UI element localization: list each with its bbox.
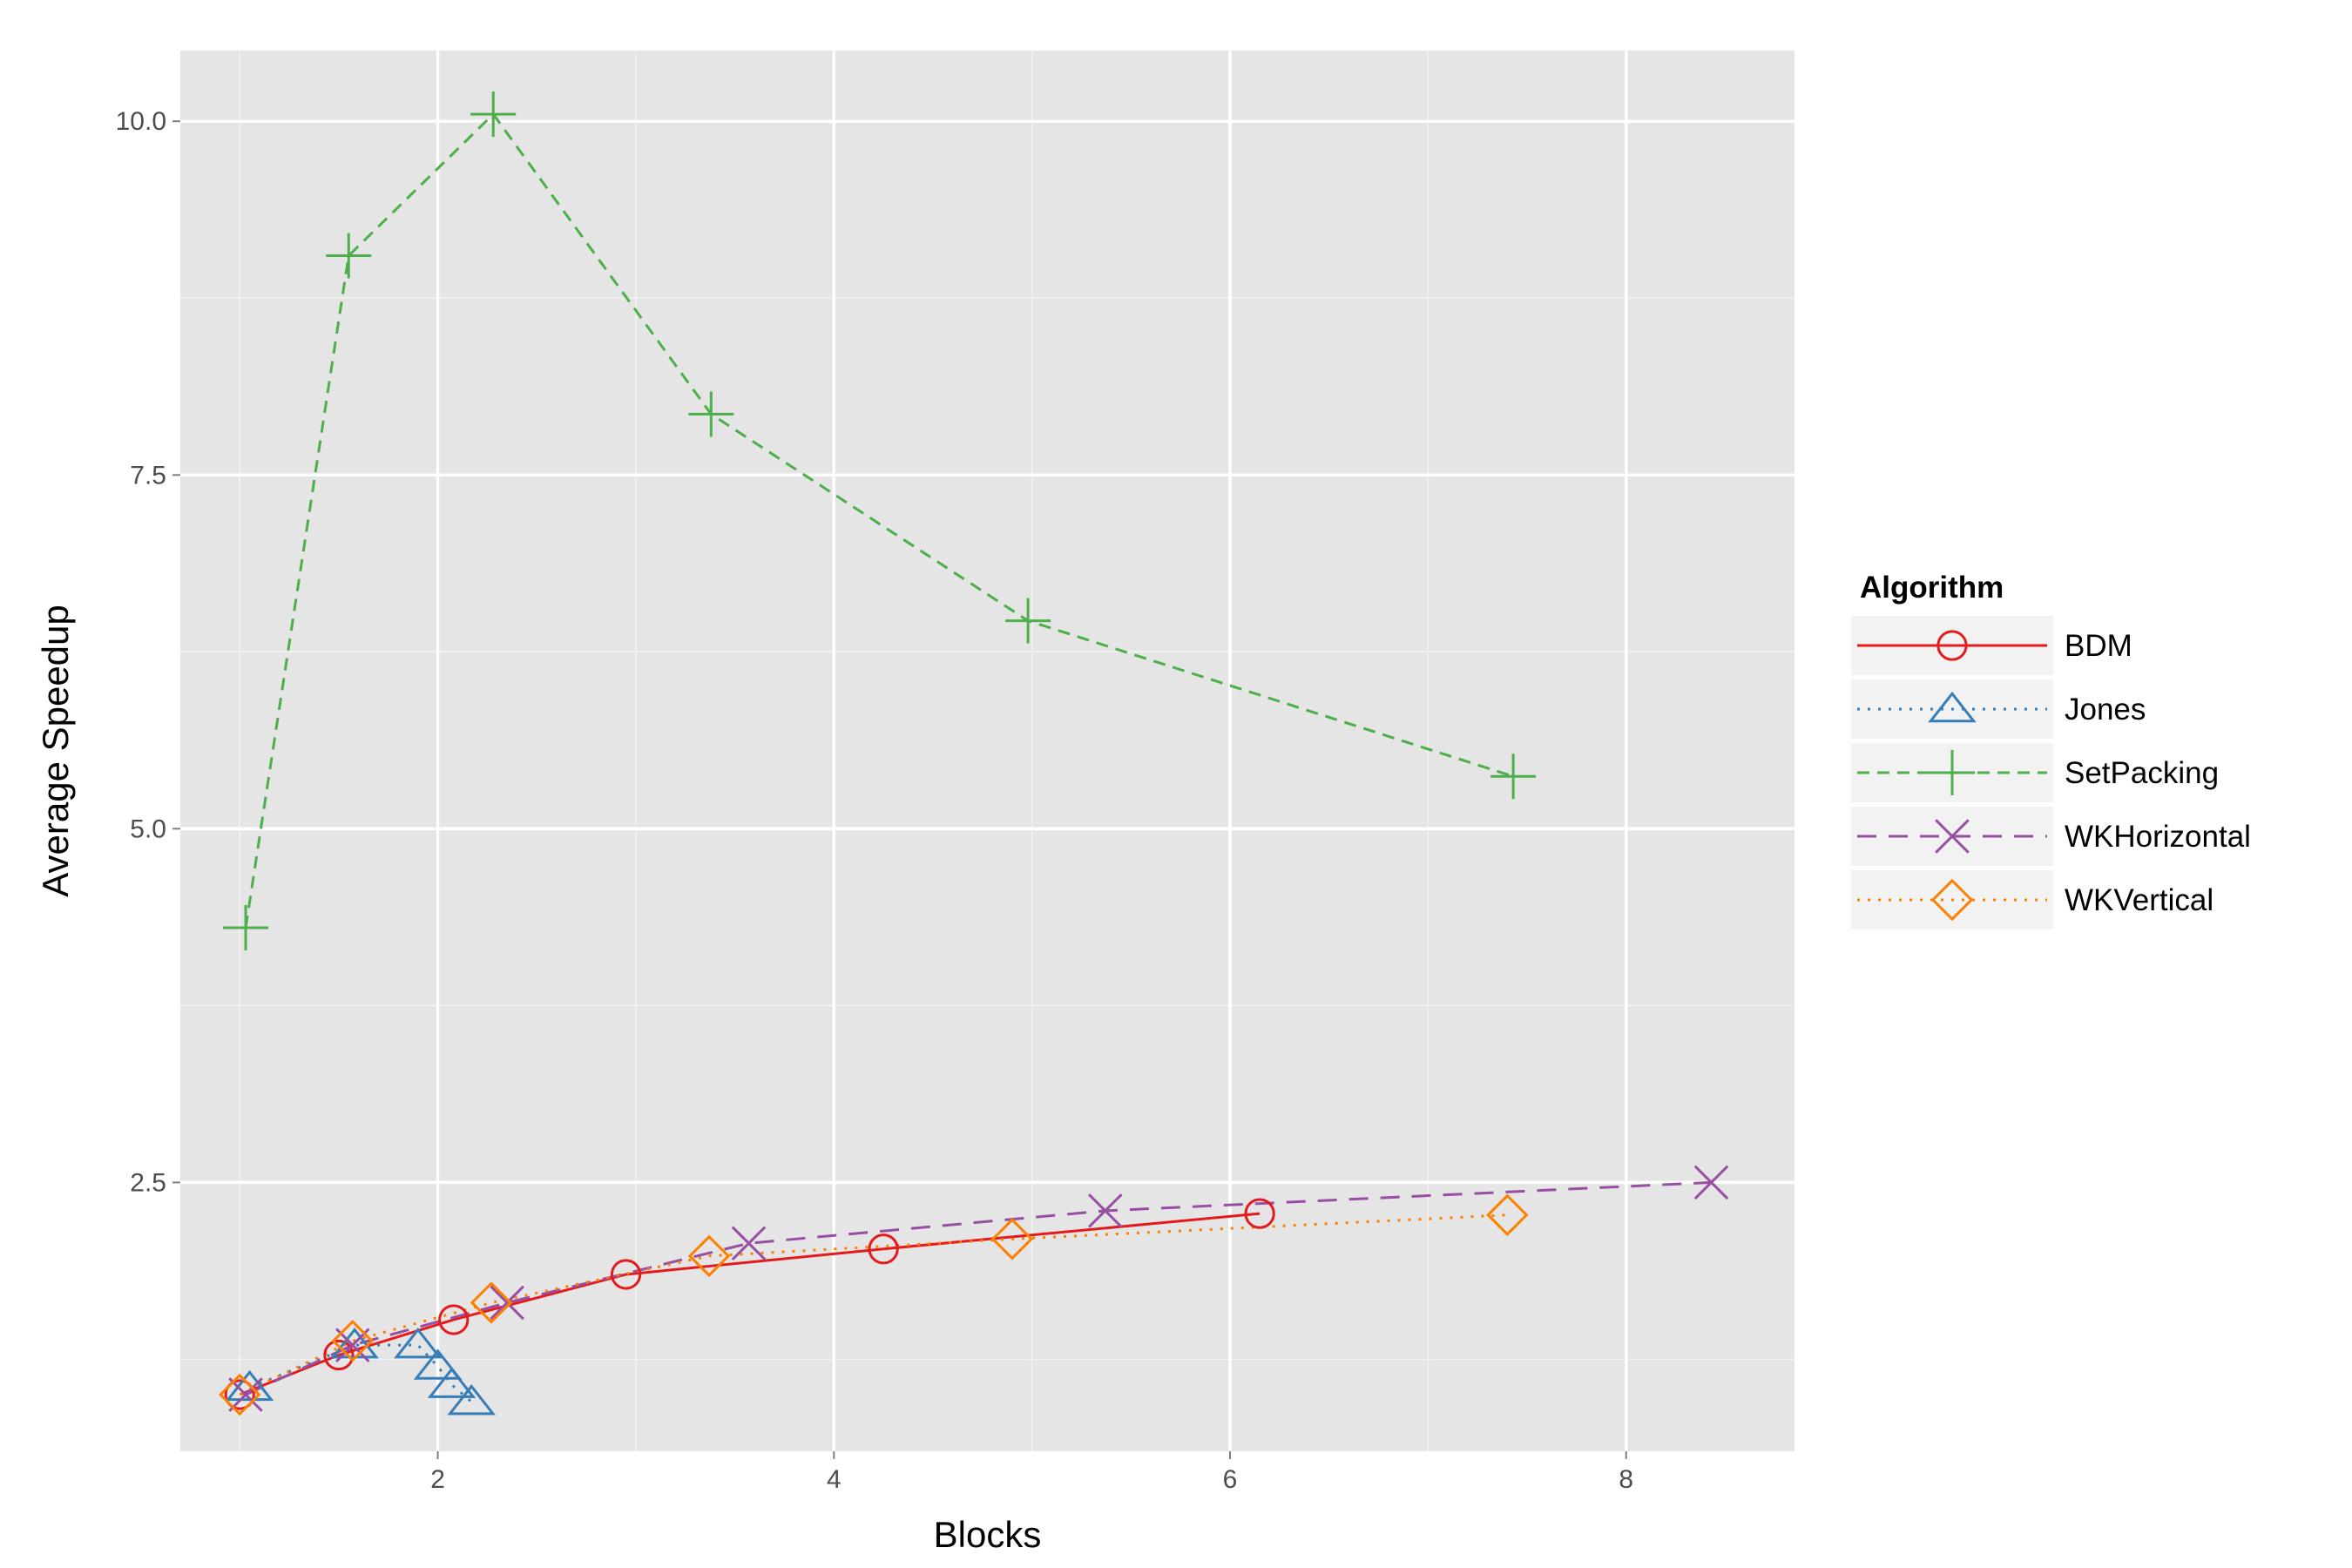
data-point-setpacking <box>1490 754 1537 800</box>
data-point-bdm <box>610 1259 642 1290</box>
y-tick-label: 5.0 <box>130 814 166 843</box>
series-line-setpacking <box>244 112 1514 929</box>
legend-label-wkvertical: WKVertical <box>2065 883 2213 917</box>
legend-label-wkhorizontal: WKHorizontal <box>2065 820 2251 854</box>
data-point-wkhorizontal <box>1087 1193 1123 1228</box>
y-axis-ticks: 2.5 5.0 7.5 10.0 <box>116 107 180 1197</box>
legend-label-setpacking: SetPacking <box>2065 756 2219 790</box>
legend-label-jones: Jones <box>2065 693 2146 727</box>
legend-item-wkhorizontal: WKHorizontal <box>1849 805 2251 868</box>
data-point-wkvertical <box>1486 1193 1529 1236</box>
data-point-wkhorizontal <box>1693 1165 1729 1200</box>
data-point-wkvertical <box>218 1373 261 1416</box>
data-point-wkhorizontal <box>228 1377 263 1412</box>
y-tick-label: 7.5 <box>130 461 166 490</box>
legend-marker-setpacking <box>1930 750 1975 795</box>
data-point-jones <box>427 1367 476 1398</box>
data-point-setpacking <box>1005 598 1051 644</box>
legend-marker-wkhorizontal <box>1935 819 1970 854</box>
legend: Algorithm BDM Jones SetPacking WKHorizontal… <box>1849 571 2251 931</box>
legend-item-wkvertical: WKVertical <box>1849 868 2213 931</box>
data-point-setpacking <box>470 91 517 138</box>
data-point-wkhorizontal <box>731 1226 767 1261</box>
data-point-wkvertical <box>990 1218 1034 1260</box>
plot-panel <box>180 51 1794 1451</box>
legend-item-bdm: BDM <box>1849 614 2132 677</box>
x-tick-label: 6 <box>1223 1465 1238 1494</box>
y-tick-label: 2.5 <box>130 1168 166 1197</box>
y-axis-title: Average Speedup <box>35 605 76 897</box>
data-point-jones <box>413 1348 463 1380</box>
data-point-bdm <box>1244 1198 1275 1229</box>
data-point-wkvertical <box>470 1281 513 1324</box>
data-point-bdm <box>868 1233 899 1265</box>
legend-marker-wkvertical <box>1930 878 1974 922</box>
series-markers <box>218 91 1729 1416</box>
data-point-setpacking <box>688 391 734 437</box>
x-axis-ticks: 2 4 6 8 <box>430 1451 1633 1494</box>
data-point-setpacking <box>326 233 372 279</box>
data-point-bdm <box>438 1304 470 1335</box>
data-point-wkvertical <box>687 1234 731 1278</box>
major-gridlines <box>180 51 1794 1451</box>
x-axis-title: Blocks <box>934 1514 1042 1555</box>
data-point-jones <box>447 1383 497 1416</box>
legend-title: Algorithm <box>1860 571 2004 605</box>
legend-marker-jones <box>1928 691 1977 723</box>
x-tick-label: 2 <box>430 1465 445 1494</box>
data-point-bdm <box>224 1379 255 1410</box>
y-tick-label: 10.0 <box>116 107 166 136</box>
legend-item-jones: Jones <box>1849 678 2146 740</box>
legend-label-bdm: BDM <box>2065 629 2132 663</box>
legend-marker-bdm <box>1936 630 1968 661</box>
data-point-setpacking <box>223 905 269 951</box>
data-point-wkhorizontal <box>490 1285 524 1321</box>
legend-items: BDM Jones SetPacking WKHorizontal WKVertical <box>1849 614 2251 931</box>
x-tick-label: 4 <box>827 1465 841 1494</box>
data-point-bdm <box>323 1339 355 1371</box>
x-tick-label: 8 <box>1619 1465 1633 1494</box>
data-point-wkvertical <box>331 1320 375 1362</box>
minor-gridlines <box>180 51 1794 1451</box>
series-line-bdm <box>239 1212 1260 1396</box>
legend-item-setpacking: SetPacking <box>1849 741 2219 804</box>
data-point-jones <box>394 1328 443 1359</box>
